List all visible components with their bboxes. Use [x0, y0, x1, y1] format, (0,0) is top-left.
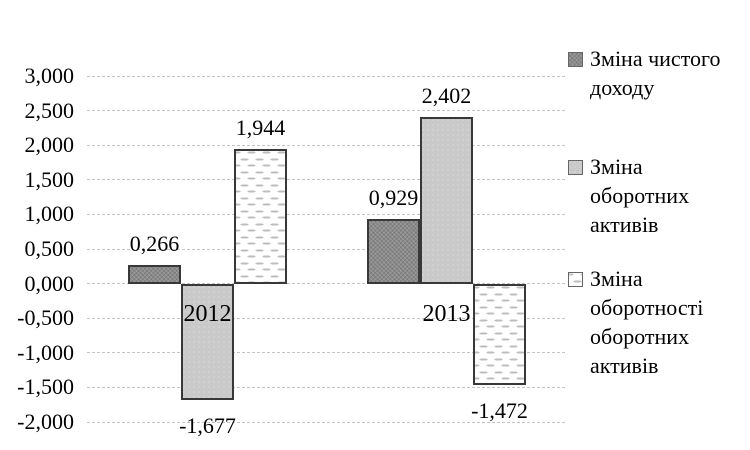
y-axis-tick-label: 3,000 — [24, 63, 75, 88]
gridline — [87, 386, 565, 388]
legend-item-label-line: Зміна — [590, 266, 643, 291]
bar-value-label: 1,944 — [235, 115, 286, 141]
legend-item-label-line: активів — [590, 353, 659, 378]
gridline — [87, 213, 565, 215]
gridline — [87, 179, 565, 181]
y-axis-tick-label: 2,500 — [24, 97, 75, 123]
bar-dashed-2013 — [473, 283, 526, 386]
legend-swatch-dark-icon — [568, 52, 583, 67]
category-label-2012: 2012 — [183, 300, 232, 327]
gridline — [87, 110, 565, 112]
y-axis-tick-label: 2,000 — [24, 132, 75, 158]
y-axis-tick-label: 0,000 — [24, 270, 75, 296]
y-axis-tick-label: -1,000 — [17, 339, 74, 365]
legend-item-label: Зміна оборотності оборотних активів — [590, 264, 703, 380]
legend-item-label-line: Зміна чистого — [590, 46, 721, 71]
gridline — [87, 144, 565, 146]
y-axis-tick-label: 1,500 — [24, 166, 75, 192]
bar-value-label: 0,266 — [129, 231, 180, 257]
legend-item: Зміна чистого доходу — [568, 44, 721, 102]
y-axis-tick-label: 1,000 — [24, 201, 75, 227]
legend-item-label-line: оборотних — [590, 324, 690, 349]
legend-swatch-light-icon — [568, 160, 583, 175]
y-axis-tick-label: -0,500 — [17, 305, 74, 331]
legend-swatch-dashed-icon — [568, 272, 583, 287]
bar-value-label: 0,929 — [368, 185, 419, 211]
legend-item-label: Зміна оборотних активів — [590, 152, 689, 239]
gridline — [87, 75, 565, 77]
y-axis-tick-label: -1,500 — [17, 374, 74, 400]
legend-item-label-line: оборотних — [590, 183, 690, 208]
gridline — [87, 352, 565, 354]
bar-dark-2012 — [128, 265, 181, 284]
legend-item-label-line: доходу — [590, 75, 655, 100]
bar-light-2013 — [420, 117, 473, 284]
bar-light-2012 — [181, 283, 234, 400]
gridline — [87, 248, 565, 250]
gridline — [87, 317, 565, 319]
bar-value-label: -1,677 — [179, 412, 236, 438]
legend: Зміна чистого доходу Зміна оборотних активів… — [568, 0, 750, 450]
bar-dark-2013 — [367, 219, 420, 284]
legend-item-label-line: активів — [590, 212, 659, 237]
gridline — [87, 283, 565, 285]
legend-item: Зміна оборотних активів — [568, 152, 689, 239]
bar-dashed-2012 — [234, 149, 287, 284]
category-label-2013: 2013 — [422, 300, 471, 327]
bar-value-label: -1,472 — [471, 398, 528, 424]
legend-item-label-line: Зміна — [590, 154, 643, 179]
y-axis-tick-label: -2,000 — [17, 409, 74, 434]
legend-item: Зміна оборотності оборотних активів — [568, 264, 703, 380]
bar-value-label: 2,402 — [421, 83, 472, 109]
legend-item-label: Зміна чистого доходу — [590, 44, 721, 102]
gridline — [87, 421, 565, 423]
y-axis-tick-label: 0,500 — [24, 236, 75, 261]
legend-item-label-line: оборотності — [590, 295, 704, 320]
